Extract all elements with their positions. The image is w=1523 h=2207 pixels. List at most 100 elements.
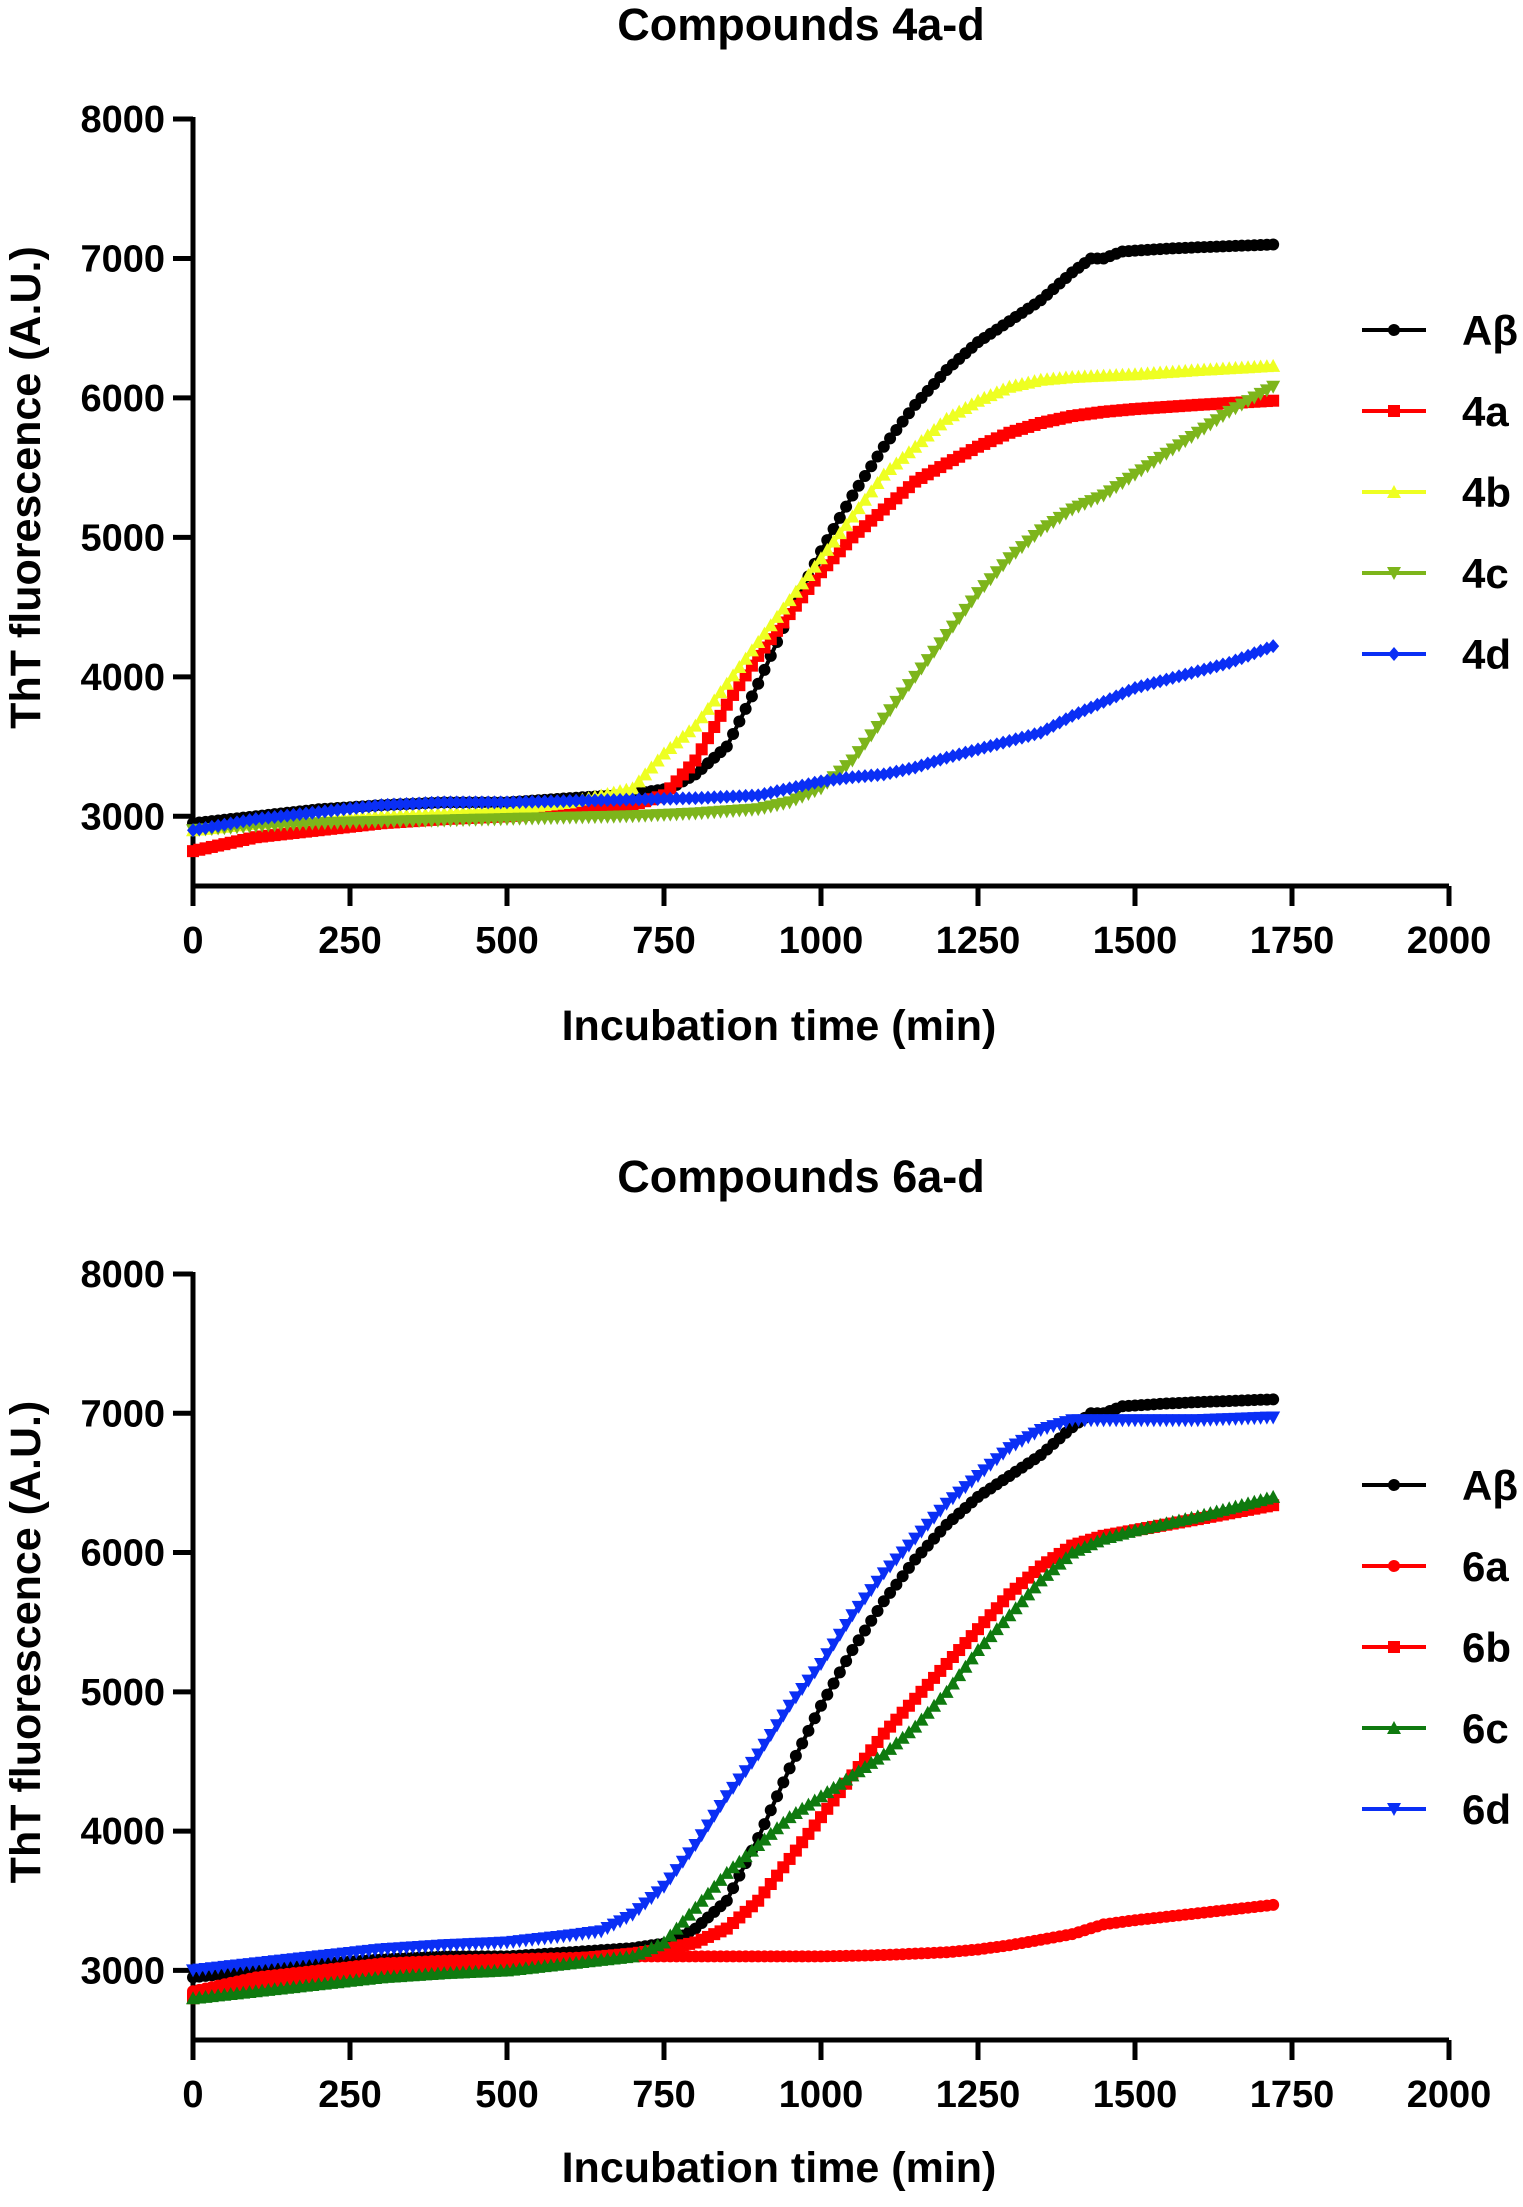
data-point — [764, 1804, 777, 1817]
data-point — [864, 1755, 879, 1769]
data-point — [914, 662, 929, 676]
data-point — [688, 1839, 703, 1853]
data-point — [625, 1908, 640, 1922]
data-point — [1008, 546, 1023, 560]
data-point — [870, 1575, 885, 1589]
data-point — [538, 794, 551, 809]
data-point — [852, 1634, 865, 1647]
data-point — [771, 1790, 784, 1803]
data-point — [707, 1879, 722, 1893]
legend-item: 4d — [1362, 631, 1511, 678]
data-point — [896, 415, 909, 428]
x-tick-label: 2000 — [1407, 2074, 1492, 2116]
x-tick-label: 1250 — [936, 2074, 1021, 2116]
data-point — [1267, 238, 1280, 251]
data-point — [933, 1691, 948, 1705]
data-point — [857, 1592, 872, 1606]
data-point — [727, 727, 740, 740]
legend-item: 4a — [1362, 388, 1509, 435]
data-point — [639, 792, 652, 807]
data-point — [958, 603, 973, 617]
data-point — [701, 732, 714, 745]
data-point — [958, 400, 973, 414]
data-point — [727, 1882, 740, 1895]
y-tick-label: 4000 — [80, 1811, 165, 1853]
data-point — [582, 793, 595, 808]
x-axis-label: Incubation time (min) — [562, 2144, 997, 2192]
data-point — [387, 797, 400, 812]
data-point — [1267, 1393, 1280, 1406]
data-point — [876, 712, 891, 726]
data-point — [952, 1486, 967, 1500]
chart-panel-1: Compounds 4a-d 0 250 500 750 1000 1250 1500 1750… — [2, 0, 1518, 1050]
data-point — [908, 1719, 923, 1733]
data-point — [450, 795, 463, 810]
legend-label: 6d — [1462, 1786, 1511, 1833]
data-point — [1008, 1601, 1023, 1615]
data-point — [745, 690, 758, 703]
data-point — [939, 628, 954, 642]
x-tick-label: 2000 — [1407, 920, 1492, 962]
legend-marker — [1387, 1721, 1401, 1734]
data-point — [727, 789, 740, 804]
data-point — [939, 1497, 954, 1511]
data-point — [744, 643, 759, 657]
data-point — [776, 1709, 791, 1723]
data-point — [914, 1712, 929, 1726]
x-tick-label: 1000 — [779, 920, 864, 962]
data-point — [752, 677, 765, 690]
data-point — [883, 1560, 898, 1574]
data-point — [889, 695, 904, 709]
data-point — [695, 743, 708, 756]
data-point — [890, 423, 903, 436]
data-point — [701, 790, 714, 805]
data-point — [865, 1614, 878, 1627]
y-tick-label: 8000 — [80, 1254, 165, 1296]
legend-label: 4b — [1462, 469, 1511, 516]
data-point — [952, 1668, 967, 1682]
data-point — [675, 1914, 690, 1928]
data-point — [795, 1683, 810, 1697]
data-point — [664, 791, 677, 806]
data-point — [971, 1469, 985, 1483]
data-point — [852, 479, 865, 492]
data-point — [801, 1674, 816, 1688]
x-tick-label: 1500 — [1093, 2074, 1178, 2116]
data-point — [840, 1655, 853, 1668]
data-point — [751, 1748, 766, 1762]
data-point — [663, 1872, 678, 1886]
x-tick-label: 500 — [475, 2074, 538, 2116]
data-point — [820, 1785, 835, 1799]
y-tick-label: 8000 — [80, 99, 165, 141]
data-point — [675, 1855, 690, 1869]
data-point — [802, 1724, 815, 1737]
data-point — [631, 774, 646, 788]
data-point — [632, 792, 645, 807]
y-tick-label: 5000 — [80, 517, 165, 559]
data-point — [1015, 422, 1028, 435]
data-point — [694, 1829, 709, 1843]
data-point — [707, 693, 722, 707]
data-point — [977, 580, 992, 594]
data-point — [927, 1511, 942, 1525]
data-point — [738, 651, 753, 665]
series-6c — [186, 1489, 1281, 2005]
x-tick-label: 1750 — [1250, 2074, 1335, 2116]
data-point — [494, 795, 507, 810]
data-point — [1266, 1489, 1281, 1503]
data-point — [971, 1643, 985, 1657]
data-point — [682, 1847, 697, 1861]
data-point — [857, 1760, 872, 1774]
data-point — [845, 754, 860, 768]
data-point — [631, 1903, 646, 1917]
data-point — [839, 1618, 854, 1632]
data-point — [871, 450, 884, 463]
legend-marker — [1387, 485, 1401, 498]
x-tick-label: 500 — [475, 920, 538, 962]
data-point — [758, 663, 771, 676]
data-point — [939, 411, 954, 425]
data-point — [977, 1636, 992, 1650]
legend-label: Aβ — [1462, 1462, 1518, 1509]
data-point — [644, 1891, 659, 1905]
